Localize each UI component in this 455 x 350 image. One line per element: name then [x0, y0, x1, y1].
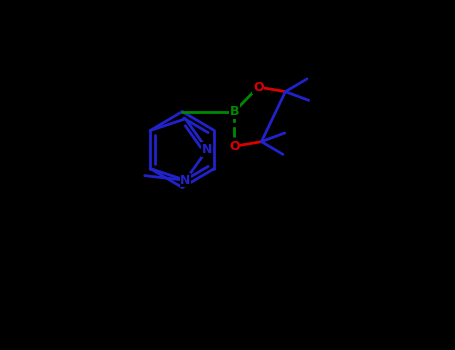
Text: N: N [202, 143, 212, 156]
Text: B: B [229, 105, 239, 118]
Text: O: O [253, 80, 263, 93]
Text: N: N [180, 174, 191, 187]
Text: O: O [229, 140, 240, 153]
